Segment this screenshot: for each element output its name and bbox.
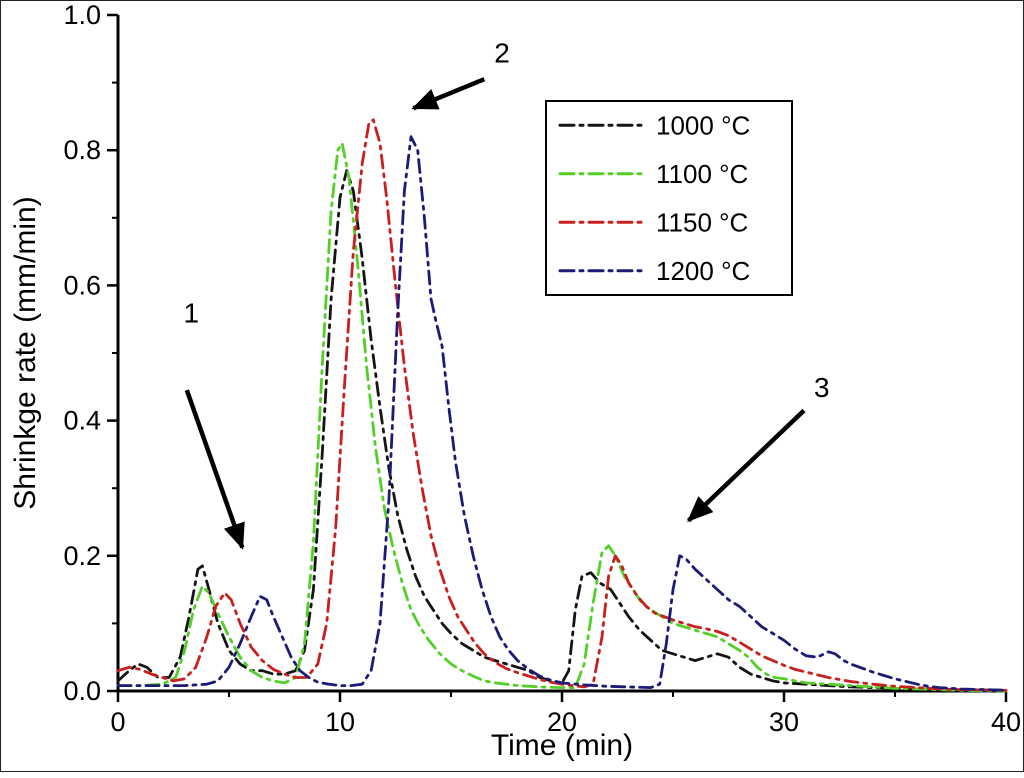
series-line-1000c — [116, 169, 1008, 692]
annotation-arrow-2 — [411, 77, 486, 111]
plot-area: 0 10 20 30 40 0.0 0.2 0.4 0.6 0.8 1.0 1000 °C 1100 °… — [63, 0, 1021, 737]
series-line-1200c — [116, 135, 1008, 692]
x-tick-label: 0 — [110, 707, 125, 737]
x-axis-title: Time (min) — [491, 729, 633, 762]
series-line-1150c — [116, 118, 1008, 692]
y-tick-label: 0.8 — [63, 135, 101, 165]
annotation-label-2: 2 — [494, 37, 510, 68]
legend-item-label: 1200 °C — [656, 256, 750, 286]
x-tick-label: 20 — [547, 707, 577, 737]
x-tick-label: 40 — [991, 707, 1021, 737]
legend-box — [545, 100, 793, 296]
legend-item-label: 1100 °C — [656, 159, 748, 189]
y-tick-label: 0.4 — [63, 406, 101, 436]
x-tick-label: 10 — [325, 707, 355, 737]
series-line-1100c — [116, 142, 1008, 693]
y-tick-label: 0.0 — [63, 676, 101, 706]
annotation-label-3: 3 — [814, 372, 830, 403]
legend-item-label: 1000 °C — [656, 110, 750, 140]
annotation-arrow-1 — [184, 389, 245, 550]
annotation-arrow-3 — [686, 408, 806, 523]
x-tick-label: 30 — [769, 707, 799, 737]
y-axis-title: Shrinkge rate (mm/min) — [9, 196, 42, 509]
y-tick-label: 0.2 — [63, 541, 101, 571]
y-tick-label: 0.6 — [63, 270, 101, 300]
y-tick-label: 1.0 — [63, 1, 101, 30]
annotation-label-1: 1 — [183, 298, 199, 329]
legend-item-label: 1150 °C — [656, 207, 748, 237]
